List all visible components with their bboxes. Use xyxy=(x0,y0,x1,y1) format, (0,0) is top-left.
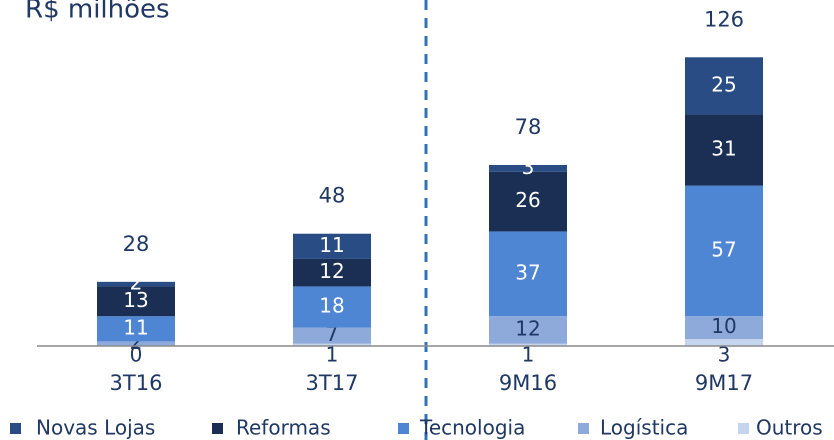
legend-marker xyxy=(10,423,21,434)
data-label: 18 xyxy=(319,294,344,318)
bar-segment xyxy=(97,316,175,342)
bar-segment xyxy=(97,281,175,287)
bar-segment xyxy=(97,286,175,317)
data-label: 1 xyxy=(326,343,339,367)
data-label: 3 xyxy=(522,155,535,179)
bar-segment xyxy=(685,57,763,115)
legend-marker xyxy=(398,423,409,434)
legend-label: Logística xyxy=(600,416,688,440)
bar-segment xyxy=(489,343,567,346)
bar-segment xyxy=(685,185,763,317)
data-label: 13 xyxy=(123,288,148,312)
data-label: 2 xyxy=(130,271,143,295)
data-label: 11 xyxy=(319,233,344,257)
data-label: 7 xyxy=(326,322,339,346)
total-label: 28 xyxy=(123,232,150,256)
x-tick-label: 9M16 xyxy=(499,371,557,395)
bar-segment xyxy=(489,231,567,317)
x-tick-label: 9M17 xyxy=(695,371,753,395)
legend-label: Reformas xyxy=(236,416,331,440)
bar-segment xyxy=(293,233,371,259)
legend-label: Outros xyxy=(756,416,823,440)
data-label: 11 xyxy=(123,315,148,339)
bar-segment xyxy=(293,327,371,344)
data-label: 37 xyxy=(515,260,540,284)
data-label: 57 xyxy=(711,237,736,261)
data-label: 12 xyxy=(515,316,540,340)
bar-segment xyxy=(489,316,567,344)
bar-segment xyxy=(489,164,567,172)
total-label: 48 xyxy=(319,184,346,208)
legend-label: Novas Lojas xyxy=(36,416,155,440)
data-label: 12 xyxy=(319,259,344,283)
bar-segment xyxy=(293,343,371,346)
data-label: 3 xyxy=(718,343,731,367)
data-label: 1 xyxy=(522,343,535,367)
legend-marker xyxy=(578,423,589,434)
bar-segment xyxy=(489,171,567,232)
legend-marker xyxy=(738,423,749,434)
bar-segment xyxy=(293,258,371,287)
bar-segment xyxy=(97,341,175,346)
data-label: 10 xyxy=(711,314,736,338)
data-label: 31 xyxy=(711,137,736,161)
data-label: 26 xyxy=(515,188,540,212)
data-label: 0 xyxy=(130,343,143,367)
legend-marker xyxy=(212,423,223,434)
bar-segment xyxy=(685,114,763,186)
x-tick-label: 3T17 xyxy=(306,371,359,395)
data-label: 25 xyxy=(711,72,736,96)
bar-segment xyxy=(685,339,763,346)
legend-label: Tecnologia xyxy=(419,416,525,440)
chart-title: R$ milhões xyxy=(25,0,170,25)
bar-segment xyxy=(685,316,763,340)
total-label: 78 xyxy=(515,115,542,139)
total-label: 126 xyxy=(704,7,744,31)
bar-segment xyxy=(293,286,371,328)
x-tick-label: 3T16 xyxy=(110,371,163,395)
